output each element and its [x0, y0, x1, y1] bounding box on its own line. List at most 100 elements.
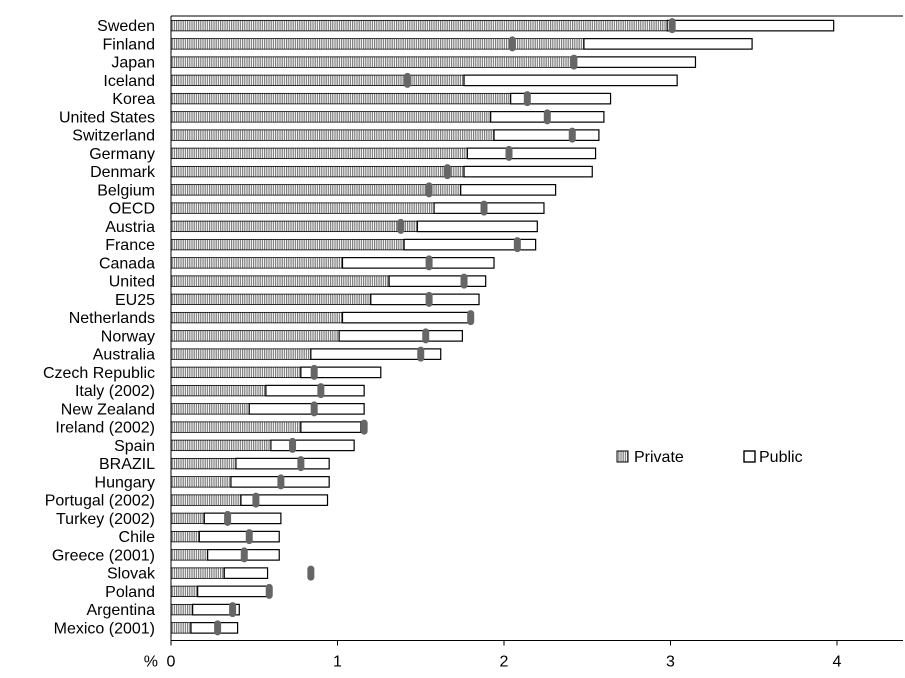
category-label: Italy (2002) — [75, 383, 155, 400]
marker-point — [297, 456, 305, 472]
marker-point — [289, 437, 297, 453]
category-label: Norway — [101, 328, 155, 345]
marker-point — [240, 547, 248, 563]
marker-point — [523, 91, 531, 107]
category-label: France — [105, 237, 155, 254]
bar-public — [235, 457, 330, 470]
legend-label-private: Private — [634, 449, 684, 466]
marker-point — [403, 72, 411, 88]
marker-point — [480, 200, 488, 216]
legend-swatch-private — [616, 450, 629, 463]
x-tick-label: 1 — [333, 654, 342, 671]
bar-public — [248, 403, 365, 415]
category-label: Hungary — [95, 474, 155, 491]
markers-layer — [214, 18, 676, 636]
bar-private — [170, 165, 465, 178]
bar-private — [170, 184, 462, 196]
category-label: Argentina — [87, 602, 156, 619]
bar-public — [463, 74, 678, 87]
x-tick-label: 4 — [833, 654, 842, 671]
bar-private — [170, 330, 340, 342]
category-label: Sweden — [97, 18, 155, 35]
bar-public — [666, 19, 835, 32]
bar-public — [310, 348, 442, 360]
bar-public — [370, 293, 480, 306]
marker-point — [505, 145, 513, 161]
category-label: Finland — [103, 36, 155, 53]
marker-point — [317, 383, 325, 399]
bar-private — [170, 494, 242, 506]
bar-private — [170, 19, 668, 32]
legend-label-public: Public — [759, 449, 803, 466]
category-label: Poland — [105, 584, 155, 601]
category-label: Portugal (2002) — [45, 493, 155, 510]
category-label: EU25 — [115, 292, 155, 309]
bar-public — [198, 530, 280, 543]
bars-layer — [170, 19, 835, 634]
bar-private — [170, 92, 512, 105]
bar-public — [583, 38, 753, 50]
bar-private — [170, 147, 468, 160]
bar-public — [433, 202, 545, 214]
category-label: BRAZIL — [99, 456, 155, 473]
bar-public — [493, 129, 600, 141]
bar-public — [223, 567, 269, 579]
marker-point — [245, 529, 253, 545]
bar-private — [170, 56, 575, 68]
category-label: Switzerland — [72, 128, 155, 145]
bar-private — [170, 457, 237, 470]
marker-point — [277, 474, 285, 490]
x-tick-label: 2 — [500, 654, 509, 671]
marker-point — [570, 54, 578, 70]
bar-private — [170, 238, 405, 251]
category-label: OECD — [109, 201, 155, 218]
bar-private — [170, 311, 343, 324]
bar-private — [170, 348, 312, 360]
bar-public — [460, 184, 557, 196]
bar-public — [338, 330, 463, 342]
marker-point — [425, 182, 433, 198]
marker-point — [543, 109, 551, 125]
bar-private — [170, 275, 390, 287]
bar-private — [170, 384, 267, 397]
category-label: Chile — [119, 529, 156, 546]
bar-private — [170, 567, 225, 579]
bar-public — [573, 56, 697, 68]
bar-public — [197, 585, 269, 598]
bar-private — [170, 403, 250, 415]
category-label: Germany — [89, 146, 155, 163]
marker-point — [310, 364, 318, 380]
category-label: Slovak — [107, 566, 156, 583]
bar-public — [341, 311, 470, 324]
marker-point — [214, 620, 222, 636]
bar-public — [510, 92, 612, 105]
marker-point — [460, 273, 468, 289]
category-label: Iceland — [103, 73, 155, 90]
bar-private — [170, 512, 205, 525]
bar-private — [170, 530, 200, 543]
bar-public — [300, 421, 362, 433]
category-label: New Zealand — [61, 401, 155, 418]
marker-point — [417, 346, 425, 362]
marker-point — [265, 583, 273, 599]
bar-private — [170, 202, 435, 214]
bar-public — [240, 494, 329, 506]
category-label: Czech Republic — [43, 365, 155, 382]
marker-point — [467, 310, 475, 326]
bar-public — [341, 257, 495, 269]
category-label: Canada — [99, 255, 155, 272]
category-label: Netherlands — [69, 310, 155, 327]
category-label: Korea — [112, 91, 155, 108]
bar-private — [170, 476, 232, 488]
bar-public — [192, 603, 240, 616]
marker-point — [568, 127, 576, 143]
bar-private — [170, 111, 492, 123]
x-axis-label: % — [144, 654, 158, 671]
bar-private — [170, 366, 302, 379]
bar-private — [170, 622, 192, 634]
bar-private — [170, 38, 585, 50]
marker-point — [397, 218, 405, 234]
category-label: Japan — [111, 55, 155, 72]
